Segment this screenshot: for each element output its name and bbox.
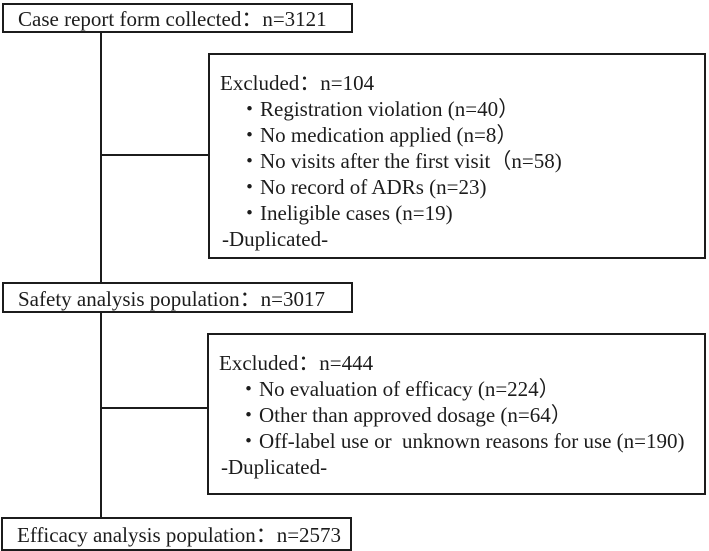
excluded-item: ・No medication applied (n=8） [239, 123, 518, 147]
excluded-item: ・Other than approved dosage (n=64） [238, 403, 572, 427]
node-efficacy-analysis-population: Efficacy analysis population：n=2573 [1, 517, 352, 551]
excluded-item: -Duplicated- [222, 227, 329, 251]
node-excluded-safety: Excluded：n=104 ・Registration violation (… [208, 53, 706, 259]
node-case-report-form-collected: Case report form collected：n=3121 [2, 3, 353, 33]
excluded-item: ・Off-label use or unknown reasons for us… [238, 429, 685, 453]
excluded-item: ・No evaluation of efficacy (n=224） [238, 377, 560, 401]
excluded-content: Excluded：n=444 ・No evaluation of efficac… [209, 335, 704, 480]
connector-vertical-top [100, 33, 102, 282]
excluded-title: Excluded：n=444 [219, 351, 374, 375]
excluded-item: ・No visits after the first visit（n=58) [239, 149, 562, 173]
node-safety-analysis-population: Safety analysis population：n=3017 [2, 282, 353, 313]
node-label: Safety analysis population：n=3017 [18, 286, 325, 311]
connector-vertical-bottom [100, 313, 102, 517]
node-label: Case report form collected：n=3121 [18, 7, 327, 31]
node-excluded-efficacy: Excluded：n=444 ・No evaluation of efficac… [207, 333, 706, 495]
excluded-item: ・Registration violation (n=40） [239, 97, 520, 121]
excluded-content: Excluded：n=104 ・Registration violation (… [210, 55, 704, 252]
connector-to-excluded-1 [100, 154, 208, 156]
excluded-item: -Duplicated- [221, 455, 328, 479]
connector-to-excluded-2 [100, 407, 207, 409]
excluded-item: ・No record of ADRs (n=23) [239, 175, 487, 199]
excluded-title: Excluded：n=104 [220, 71, 375, 95]
excluded-item: ・Ineligible cases (n=19) [239, 201, 453, 225]
node-label: Efficacy analysis population：n=2573 [17, 523, 342, 547]
